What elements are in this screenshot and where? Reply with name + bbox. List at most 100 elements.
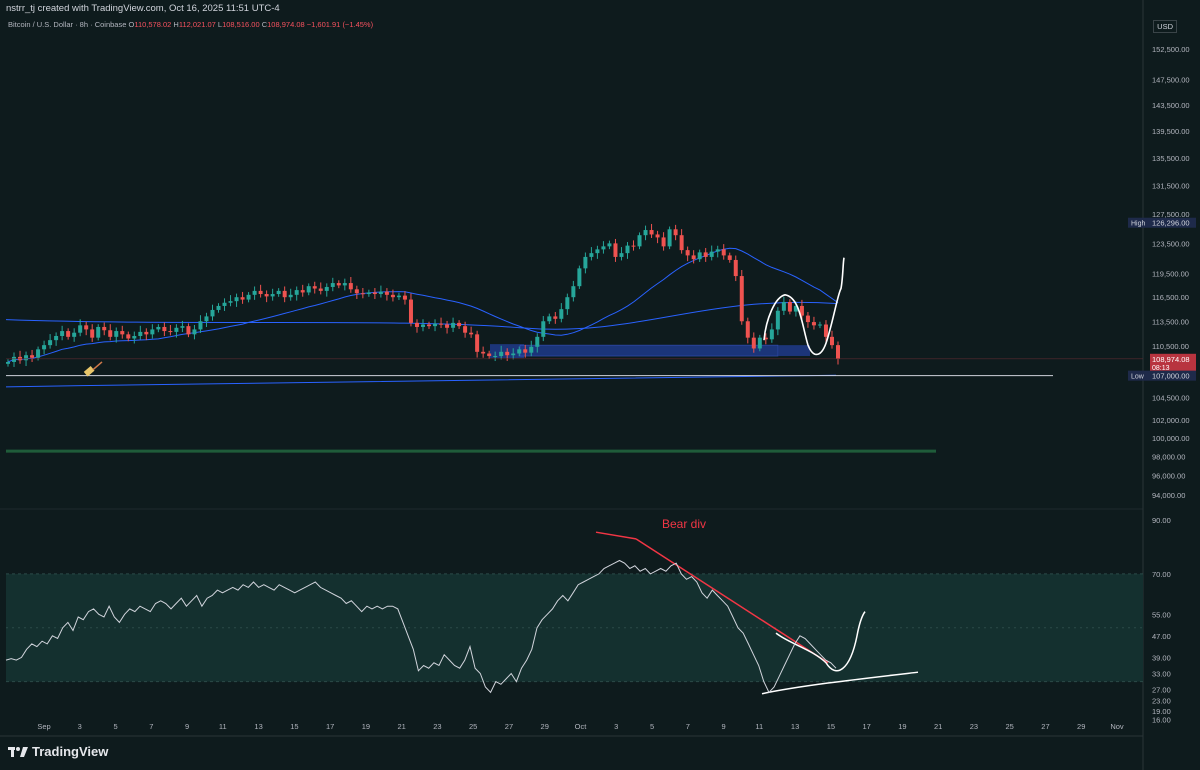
high-value: 112,021.07 [178, 20, 216, 29]
currency-selector[interactable]: USD [1153, 20, 1177, 33]
rsi-tick-label: 90.00 [1152, 516, 1171, 525]
candle-body [348, 283, 353, 290]
candle-body [661, 237, 666, 247]
candle-body [318, 288, 323, 291]
candle-body [649, 230, 654, 235]
price-axis[interactable]: 152,500.00 147,500.00 143,500.00 139,500.00… [1128, 45, 1196, 724]
candle-body [372, 292, 377, 295]
high-label: H [173, 20, 179, 29]
candle-body [246, 294, 251, 300]
candle-body [72, 332, 77, 337]
candle-body [811, 322, 816, 326]
candle-body [360, 293, 365, 295]
candle-body [270, 294, 275, 297]
candle-body [108, 330, 113, 337]
bear-div-label: Bear div [662, 517, 706, 531]
bear-div-line-1 [595, 531, 637, 540]
demand-zone-main [519, 344, 779, 357]
last-price-value: 108,974.08 [1152, 355, 1190, 364]
price-tick-label: 119,500.00 [1152, 270, 1189, 279]
candle-body [282, 290, 287, 298]
candle-body [487, 353, 492, 357]
candle-body [12, 356, 17, 362]
last-price-bg [1150, 353, 1196, 372]
candle-body [553, 316, 558, 319]
price-tick-label: 98,000.00 [1152, 453, 1185, 462]
candle-body [342, 283, 347, 286]
candle-body [679, 235, 684, 251]
price-tick-label: 94,000.00 [1152, 491, 1185, 500]
candle-body [306, 286, 311, 293]
candle-body [294, 290, 299, 295]
symbol-label: Bitcoin / U.S. Dollar · 8h · Coinbase [8, 20, 127, 29]
candle-body [354, 289, 359, 294]
candle-body [823, 324, 828, 337]
price-tick-label: 143,500.00 [1152, 101, 1190, 110]
candle-body [162, 326, 167, 332]
brand-logo: TradingView [8, 744, 108, 759]
brand-name: TradingView [32, 744, 109, 759]
annotations: Bear div [662, 517, 706, 531]
candle-body [481, 351, 486, 354]
candle-body [637, 235, 642, 247]
candle-body [787, 301, 792, 312]
time-tick-label: 21 [934, 722, 942, 731]
candle-body [120, 331, 125, 335]
ma-slow [5, 301, 837, 330]
candle-body [240, 297, 245, 300]
candle-body [42, 345, 47, 350]
candle-body [475, 334, 480, 352]
candle-body [529, 346, 534, 353]
price-label-value: 107,000.00 [1152, 372, 1190, 381]
candle-body [493, 356, 498, 358]
candle-body [577, 268, 582, 287]
candle-body [685, 250, 690, 256]
time-tick-label: 11 [219, 722, 227, 731]
rsi-series[interactable] [5, 559, 837, 694]
candle-body [414, 322, 419, 327]
candle-body [691, 255, 696, 260]
candle-body [330, 283, 335, 287]
price-label-tag-bg [1128, 370, 1150, 381]
candle-body [84, 325, 89, 330]
candle-body [781, 301, 786, 311]
time-axis[interactable]: Sep 3 5 7 9 11 13 15 17 19 21 23 25 27 29 Oct 3 5 7 9 11 13 15… [37, 722, 1124, 731]
open-label: O [128, 20, 135, 29]
candle-body [126, 334, 131, 339]
candle-body [463, 326, 468, 333]
candle-body [336, 283, 341, 286]
rsi-tick-label: 39.00 [1152, 653, 1171, 662]
ma-long [5, 374, 837, 388]
candle-body [547, 316, 552, 322]
candle-body [619, 253, 624, 257]
candle-body [390, 294, 395, 298]
candle-body [258, 290, 263, 295]
chart-caption: nstrr_tj created with TradingView.com, O… [6, 3, 280, 14]
time-tick-label: 5 [113, 722, 117, 731]
price-tick-label: 147,500.00 [1152, 76, 1190, 85]
tradingview-logo-icon [8, 746, 28, 758]
candle-body [384, 291, 389, 295]
moving-average-lines [5, 247, 839, 388]
candle-body [499, 351, 504, 357]
rsi-tick-label: 70.00 [1152, 570, 1171, 579]
candle-body [505, 351, 510, 356]
time-tick-label: 9 [185, 722, 189, 731]
price-tick-label: 131,500.00 [1152, 181, 1190, 190]
rsi-tick-label: 19.00 [1152, 707, 1171, 716]
close-value: 108,974.08 [267, 20, 305, 29]
candle-body [78, 325, 83, 333]
candle-body [829, 336, 834, 346]
candle-body [559, 309, 564, 319]
candle-body [138, 331, 143, 337]
time-tick-label: 5 [650, 722, 654, 731]
price-tick-label: 127,500.00 [1152, 210, 1190, 219]
price-tick-label: 116,500.00 [1152, 293, 1189, 302]
rsi-line [5, 559, 837, 694]
candle-body [709, 251, 714, 257]
candle-body [673, 229, 678, 236]
candle-body [751, 337, 756, 349]
time-tick-label: 7 [149, 722, 153, 731]
time-tick-label: Oct [575, 722, 588, 731]
